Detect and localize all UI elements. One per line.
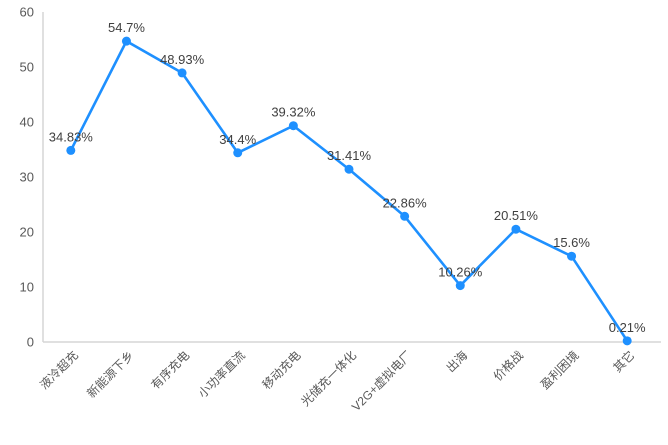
- y-tick-label: 40: [20, 115, 34, 130]
- data-point-marker: [121, 36, 131, 46]
- data-label: 39.32%: [271, 105, 316, 120]
- data-label: 15.6%: [553, 235, 590, 250]
- data-point-marker: [288, 121, 298, 131]
- data-point-marker: [511, 224, 521, 234]
- data-point-marker: [400, 211, 410, 221]
- data-point-marker: [622, 336, 632, 346]
- y-tick-label: 60: [20, 5, 34, 20]
- y-tick-label: 0: [27, 335, 34, 350]
- data-point-marker: [344, 164, 354, 174]
- data-label: 22.86%: [383, 195, 428, 210]
- data-label: 34.4%: [219, 132, 256, 147]
- data-label: 31.41%: [327, 148, 372, 163]
- data-point-marker: [233, 148, 243, 158]
- y-tick-label: 20: [20, 225, 34, 240]
- y-tick-label: 10: [20, 280, 34, 295]
- data-point-marker: [455, 281, 465, 291]
- data-point-marker: [66, 145, 76, 155]
- data-label: 48.93%: [160, 52, 205, 67]
- data-label: 20.51%: [494, 208, 539, 223]
- y-tick-label: 30: [20, 170, 34, 185]
- data-label: 10.26%: [438, 265, 483, 280]
- data-point-marker: [567, 251, 577, 261]
- y-tick-label: 50: [20, 60, 34, 75]
- data-label: 54.7%: [108, 20, 145, 35]
- data-point-marker: [177, 68, 187, 78]
- data-label: 0.21%: [609, 320, 646, 335]
- data-label: 34.83%: [49, 129, 94, 144]
